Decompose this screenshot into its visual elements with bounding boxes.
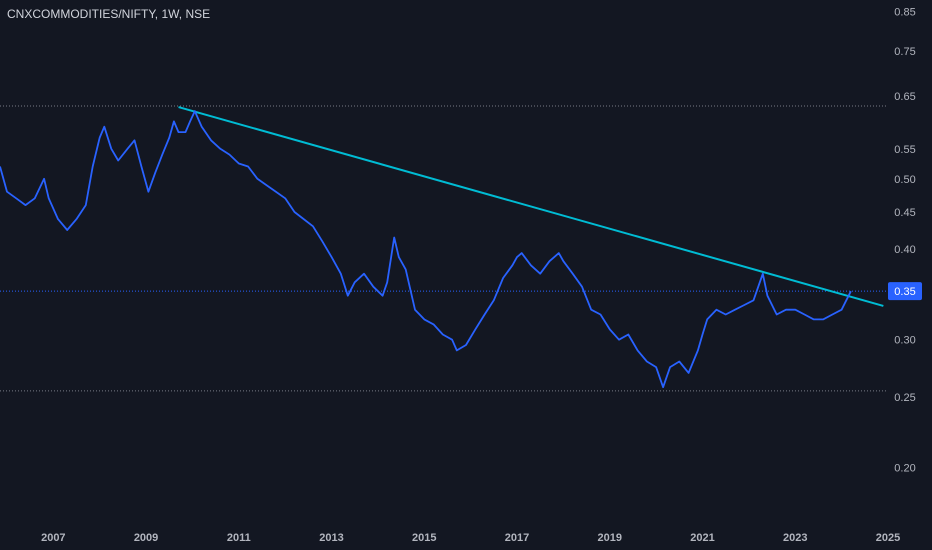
y-tick-label: 0.75: [894, 46, 915, 58]
y-tick-label: 0.45: [894, 207, 915, 219]
y-tick-label: 0.50: [894, 174, 915, 186]
trendline: [178, 106, 884, 307]
y-tick-label: 0.40: [894, 244, 915, 256]
series-line-0: [0, 110, 852, 389]
x-tick-label: 2011: [227, 532, 251, 544]
y-tick-label: 0.85: [894, 7, 915, 19]
x-tick-label: 2015: [412, 532, 436, 544]
x-tick-label: 2009: [134, 532, 158, 544]
x-tick-label: 2023: [783, 532, 807, 544]
y-tick-label: 0.25: [894, 392, 915, 404]
y-tick-label: 0.20: [894, 462, 915, 474]
x-tick-label: 2025: [876, 532, 900, 544]
x-tick-label: 2021: [690, 532, 714, 544]
x-tick-label: 2017: [505, 532, 529, 544]
x-tick-label: 2007: [41, 532, 65, 544]
x-tick-label: 2013: [319, 532, 343, 544]
y-tick-label: 0.65: [894, 91, 915, 103]
y-tick-label: 0.30: [894, 335, 915, 347]
current-price-label: 0.35: [894, 286, 915, 298]
chart-title: CNXCOMMODITIES/NIFTY, 1W, NSE: [7, 7, 211, 21]
x-tick-label: 2019: [598, 532, 622, 544]
current-price-badge: [888, 282, 922, 301]
y-tick-label: 0.55: [894, 144, 915, 156]
